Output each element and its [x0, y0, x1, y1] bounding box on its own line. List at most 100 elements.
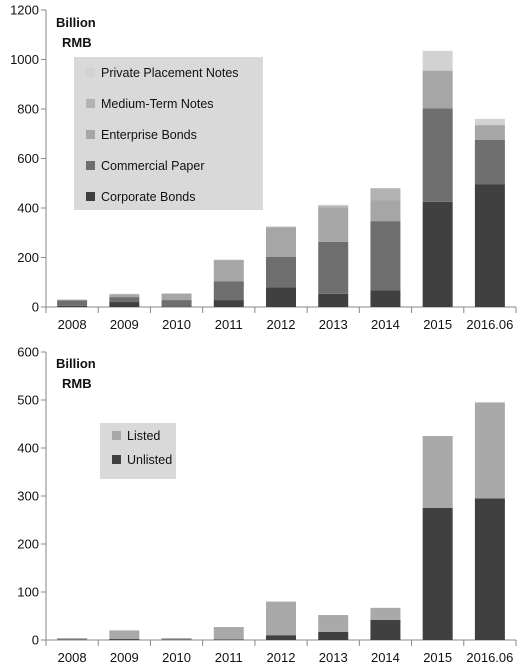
- chart2-bar-unlisted-2014: [370, 619, 401, 640]
- chart1-legend-label-corporate-bonds: Corporate Bonds: [101, 190, 196, 204]
- chart2-bar-listed-2015: [422, 436, 453, 508]
- chart1-bar-private-placement-notes-2015: [422, 50, 453, 71]
- chart1-legend-label-enterprise-bonds: Enterprise Bonds: [101, 128, 197, 142]
- chart1-y-tick-label: 800: [17, 102, 39, 117]
- chart2-bar-unlisted-2012: [266, 635, 296, 640]
- chart1-bar-commercial-paper-2012: [266, 257, 296, 288]
- chart2-legend-label-unlisted: Unlisted: [127, 453, 172, 467]
- chart1-bar-enterprise-bonds-2015: [422, 70, 453, 109]
- chart1-bar-corporate-bonds-2010: [161, 306, 192, 307]
- chart2-bar-unlisted-2015: [422, 508, 453, 640]
- chart1-bar-commercial-paper-2008: [57, 300, 88, 306]
- chart2-bar-listed-2014: [370, 607, 401, 620]
- chart2-unit-label-line1: Billion: [56, 356, 96, 371]
- chart1-x-tick-label: 2012: [267, 317, 296, 332]
- chart1-y-tick-label: 600: [17, 151, 39, 166]
- chart1-bar-corporate-bonds-2015: [422, 201, 453, 307]
- chart1-bar-corporate-bonds-2011: [213, 300, 244, 307]
- chart2-legend-label-listed: Listed: [127, 429, 160, 443]
- chart2-bar-listed-2011: [213, 627, 244, 640]
- chart1-bar-commercial-paper-2016-06: [474, 139, 505, 185]
- chart1-y-tick-label: 1000: [10, 52, 39, 67]
- chart2-x-tick-label: 2009: [110, 650, 139, 665]
- chart1-bar-corporate-bonds-2016-06: [474, 184, 505, 307]
- chart1-x-tick-label: 2009: [110, 317, 139, 332]
- chart1-y-tick-label: 0: [32, 300, 39, 315]
- chart1-y-tick-label: 200: [17, 250, 39, 265]
- chart1-bar-medium-term-notes-2014: [370, 188, 401, 201]
- chart1-bar-commercial-paper-2010: [161, 300, 192, 307]
- chart1-legend-label-private-placement-notes: Private Placement Notes: [101, 66, 239, 80]
- chart1-legend-swatch-medium-term-notes: [86, 99, 95, 108]
- chart2-bar-listed-2012: [266, 601, 296, 636]
- chart1-legend-label-medium-term-notes: Medium-Term Notes: [101, 97, 214, 111]
- chart2-y-tick-label: 100: [17, 585, 39, 600]
- chart2-unit-label-line2: RMB: [62, 376, 92, 391]
- chart1-bar-enterprise-bonds-2011: [213, 260, 244, 282]
- chart1-bar-corporate-bonds-2014: [370, 290, 401, 307]
- chart2-legend-swatch-unlisted: [112, 455, 121, 464]
- chart2-y-tick-label: 200: [17, 537, 39, 552]
- chart1-legend-swatch-enterprise-bonds: [86, 130, 95, 139]
- chart2-x-tick-label: 2008: [58, 650, 87, 665]
- chart1-bar-enterprise-bonds-2013: [318, 207, 349, 242]
- chart1-x-tick-label: 2014: [371, 317, 400, 332]
- chart2-x-tick-label: 2010: [162, 650, 191, 665]
- chart2-bar-unlisted-2016-06: [474, 498, 505, 640]
- chart1-y-tick-label: 400: [17, 201, 39, 216]
- chart2-y-tick-label: 600: [17, 345, 39, 360]
- chart1-bar-corporate-bonds-2013: [318, 293, 349, 307]
- chart2-x-tick-label: 2014: [371, 650, 400, 665]
- chart1-y-tick-label: 1200: [10, 3, 39, 18]
- chart1-bar-medium-term-notes-2013: [318, 206, 349, 208]
- chart2-bar-listed-2010: [161, 638, 192, 640]
- chart1-x-tick-label: 2008: [58, 317, 87, 332]
- chart2-y-tick-label: 400: [17, 441, 39, 456]
- chart1-bar-commercial-paper-2013: [318, 241, 349, 294]
- chart1-legend-swatch-private-placement-notes: [86, 68, 95, 77]
- chart2-bar-unlisted-2013: [318, 631, 349, 640]
- chart1-bar-commercial-paper-2011: [213, 281, 244, 301]
- chart1-x-tick-label: 2010: [162, 317, 191, 332]
- chart1-x-tick-label: 2013: [319, 317, 348, 332]
- chart1-unit-label-line2: RMB: [62, 35, 92, 50]
- chart1-bar-enterprise-bonds-2010: [161, 293, 192, 301]
- chart1-legend-swatch-commercial-paper: [86, 161, 95, 170]
- chart1-bar-commercial-paper-2014: [370, 221, 401, 291]
- chart-top-corporate-bond-issuance: 0 200 400 600 800 1000 1200 2008 2009 2010 2011 201…: [10, 3, 517, 332]
- chart1-bar-enterprise-bonds-2008: [57, 299, 88, 301]
- chart1-bar-private-placement-notes-2013: [318, 204, 349, 207]
- chart1-bar-enterprise-bonds-2012: [266, 227, 296, 258]
- chart2-y-tick-label: 500: [17, 393, 39, 408]
- chart1-bar-private-placement-notes-2016-06: [474, 118, 505, 126]
- chart1-x-tick-label: 2015: [423, 317, 452, 332]
- chart1-unit-label-line1: Billion: [56, 15, 96, 30]
- chart1-legend-label-commercial-paper: Commercial Paper: [101, 159, 205, 173]
- chart1-bar-commercial-paper-2009: [109, 297, 140, 303]
- chart1-bar-corporate-bonds-2009: [109, 302, 140, 307]
- chart1-bar-commercial-paper-2015: [422, 108, 453, 202]
- chart1-x-tick-label: 2016.06: [466, 317, 513, 332]
- chart1-legend-swatch-corporate-bonds: [86, 192, 95, 201]
- chart2-y-tick-label: 300: [17, 489, 39, 504]
- chart1-bar-enterprise-bonds-2009: [109, 294, 140, 298]
- chart2-x-tick-label: 2012: [267, 650, 296, 665]
- chart2-bar-listed-2016-06: [474, 402, 505, 499]
- chart2-x-tick-label: 2013: [319, 650, 348, 665]
- chart2-x-tick-label: 2011: [215, 650, 243, 665]
- chart1-legend-box: [74, 57, 263, 210]
- chart1-x-tick-label: 2011: [215, 317, 243, 332]
- chart2-x-tick-label: 2015: [423, 650, 452, 665]
- chart1-bar-enterprise-bonds-2014: [370, 200, 401, 222]
- chart1-bar-medium-term-notes-2009: [109, 293, 140, 295]
- chart2-bar-listed-2009: [109, 630, 140, 640]
- chart1-bar-medium-term-notes-2012: [266, 226, 296, 228]
- chart2-y-tick-label: 0: [32, 633, 39, 648]
- chart2-legend-swatch-listed: [112, 431, 121, 440]
- chart-bottom-listed-unlisted: 0 100 200 300 400 500 600 2008 2009 2010 2011 2012 2…: [17, 345, 517, 665]
- chart1-bar-corporate-bonds-2008: [57, 305, 88, 307]
- chart2-bar-listed-2008: [57, 638, 88, 640]
- chart2-bar-listed-2013: [318, 615, 349, 632]
- chart1-bar-enterprise-bonds-2016-06: [474, 125, 505, 140]
